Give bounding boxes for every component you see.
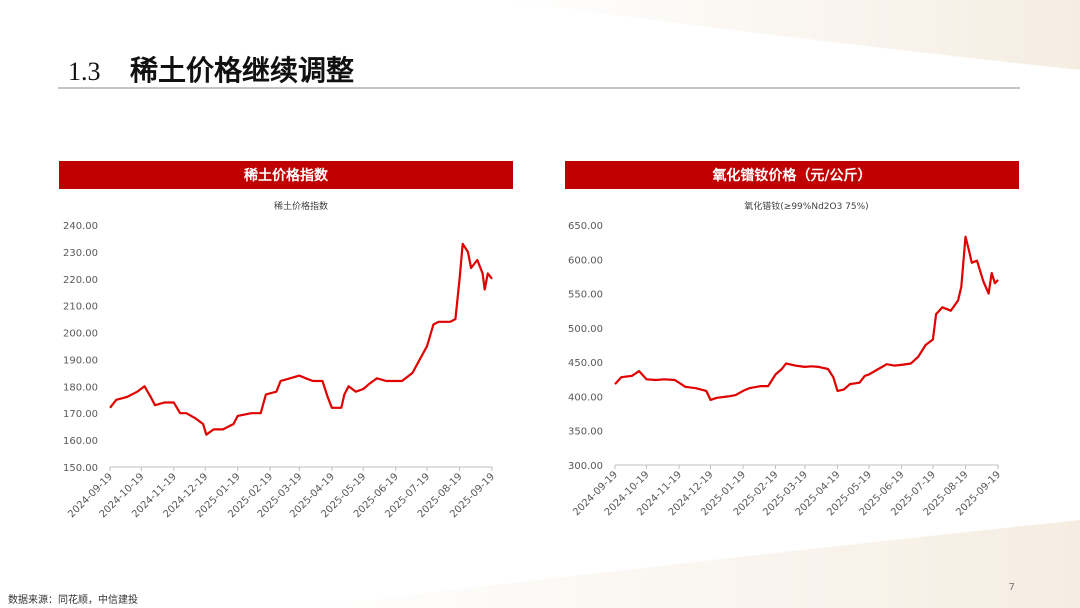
chart-header: 稀土价格指数 xyxy=(244,167,329,184)
y-tick-label: 150.00 xyxy=(63,463,98,474)
decoration xyxy=(300,520,1080,608)
y-tick-label: 450.00 xyxy=(568,358,603,369)
y-tick-label: 190.00 xyxy=(63,355,98,366)
y-tick-label: 600.00 xyxy=(568,255,603,266)
chart-title: 氧化镨钕(≥99%Nd2O3 75%) xyxy=(744,200,868,212)
slide-title: 稀土价格继续调整 xyxy=(130,54,354,87)
y-tick-label: 200.00 xyxy=(63,329,98,340)
page-number: 7 xyxy=(1009,582,1015,593)
chart-header-bar xyxy=(59,161,513,189)
y-tick-label: 240.00 xyxy=(63,221,98,232)
chart-header-bar xyxy=(565,161,1019,189)
chart-header: 氧化镨钕价格（元/公斤） xyxy=(711,167,871,184)
y-tick-label: 300.00 xyxy=(568,461,603,472)
y-tick-label: 400.00 xyxy=(568,392,603,403)
section-number: 1.3 xyxy=(68,57,101,86)
y-tick-label: 650.00 xyxy=(568,221,603,232)
y-tick-label: 550.00 xyxy=(568,290,603,301)
y-tick-label: 230.00 xyxy=(63,248,98,259)
y-tick-label: 350.00 xyxy=(568,427,603,438)
y-tick-label: 220.00 xyxy=(63,275,98,286)
price-line xyxy=(614,235,999,401)
price-line xyxy=(109,242,493,436)
y-tick-label: 170.00 xyxy=(63,409,98,420)
y-tick-label: 160.00 xyxy=(63,436,98,447)
y-tick-label: 180.00 xyxy=(63,382,98,393)
y-tick-label: 210.00 xyxy=(63,302,98,313)
source: 数据来源：同花顺，中信建投 xyxy=(8,593,138,606)
chart-title: 稀土价格指数 xyxy=(274,200,328,212)
y-tick-label: 500.00 xyxy=(568,324,603,335)
decoration xyxy=(500,0,1080,70)
